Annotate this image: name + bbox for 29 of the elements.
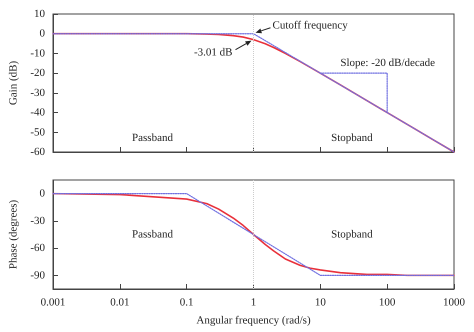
y-tick-label: -30	[30, 214, 46, 227]
annotation: Passband	[132, 132, 174, 144]
y-tick-label: -40	[30, 106, 46, 119]
x-tick-label: 100	[378, 296, 396, 308]
annotation: Passband	[132, 228, 174, 240]
y-tick-label: 0	[40, 188, 46, 200]
x-tick-label: 10	[314, 296, 326, 308]
x-tick-label: 0.01	[110, 296, 130, 308]
y-tick-label: -30	[30, 86, 46, 99]
y-tick-label: -10	[30, 47, 46, 60]
y-tick-label: -20	[30, 67, 46, 80]
y-tick-label: 10	[34, 8, 46, 20]
annotation: Stopband	[331, 132, 374, 144]
y-tick-label: -60	[30, 242, 46, 254]
y-tick-label: -60	[30, 146, 46, 158]
y-tick-label: -90	[30, 269, 46, 282]
y-axis-title: Gain (dB)	[8, 60, 20, 106]
x-tick-label: 0.1	[180, 296, 194, 308]
x-tick-label: 1	[250, 296, 256, 308]
x-axis-title: Angular frequency (rad/s)	[196, 314, 311, 326]
annotation: Slope: -20 dB/decade	[340, 56, 436, 69]
annotation: -3.01 dB	[194, 46, 232, 59]
y-tick-label: 0	[40, 28, 46, 40]
x-tick-label: 1000	[443, 296, 466, 308]
annotation: Cutoff frequency	[272, 20, 348, 32]
y-tick-label: -50	[30, 126, 46, 138]
annotation: Stopband	[331, 228, 374, 240]
y-axis-title: Phase (degrees)	[8, 200, 20, 270]
x-tick-label: 0.001	[40, 296, 66, 308]
